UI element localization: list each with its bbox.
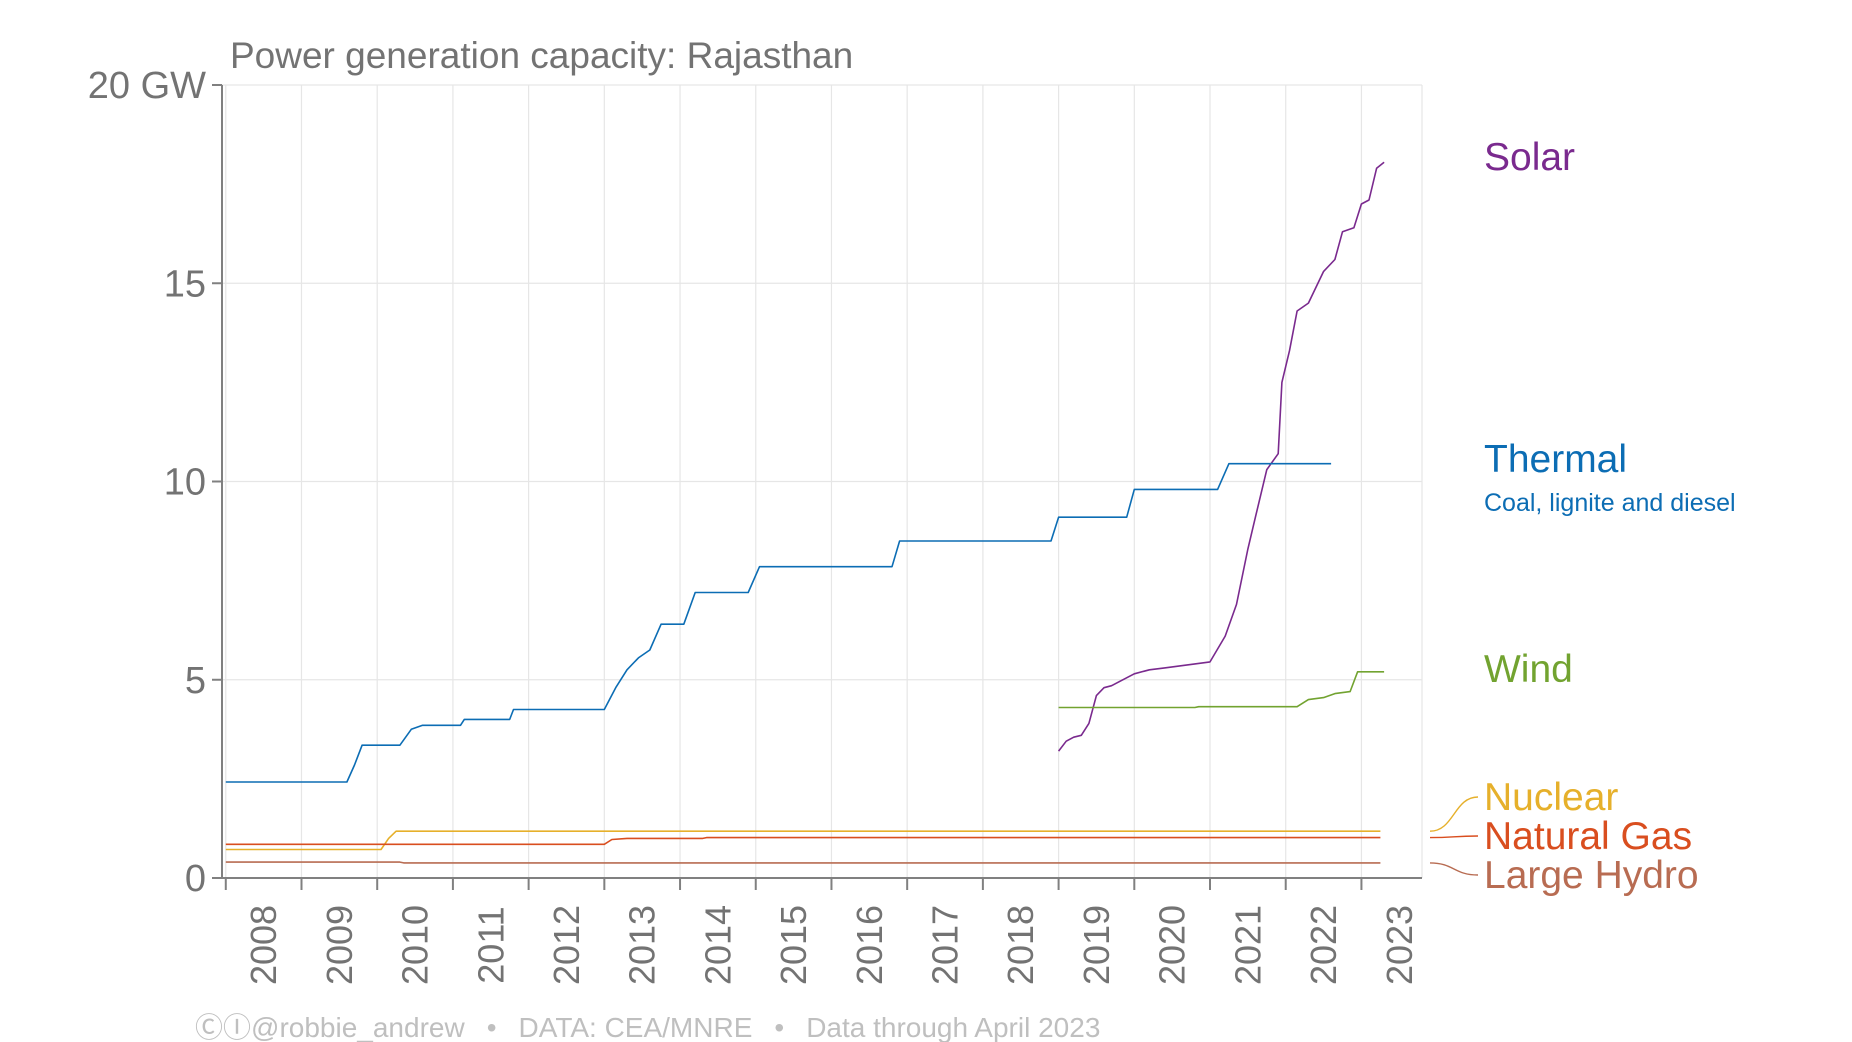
- series-lines: [225, 161, 1385, 864]
- series-line-thermal: [225, 462, 1332, 783]
- y-tick-label: 10: [164, 462, 206, 504]
- series-labels: Solar Thermal Coal, lignite and diesel Wind…: [1429, 136, 1736, 897]
- series-line-nuclear: [225, 830, 1381, 851]
- x-tick-label: 2019: [1076, 905, 1117, 985]
- x-tick-label: 2023: [1379, 905, 1420, 985]
- chart-title: Power generation capacity: Rajasthan: [230, 35, 853, 76]
- series-line-natural-gas: [225, 836, 1381, 846]
- leader-line-natural-gas: [1429, 835, 1479, 839]
- x-tick-label: 2013: [622, 905, 663, 985]
- x-tick-label: 2016: [849, 905, 890, 985]
- series-line-solar: [1057, 161, 1385, 752]
- x-tick-label: 2015: [773, 905, 814, 985]
- grid: [222, 84, 1423, 879]
- leader-line-large-hydro: [1429, 862, 1479, 876]
- x-tick-label: 2011: [470, 906, 511, 983]
- series-label-thermal: Thermal: [1484, 438, 1627, 481]
- footer: ⒸⒾ@robbie_andrew • DATA: CEA/MNRE • Data thr…: [195, 1012, 1100, 1042]
- series-label-natural-gas: Natural Gas: [1484, 815, 1692, 858]
- svg-text:ⒸⒾ@robbie_andrew•DATA: CEA/MNR: ⒸⒾ@robbie_andrew • DATA: CEA/MNRE • Data thr…: [195, 1012, 1100, 1042]
- y-tick-label: 5: [185, 660, 206, 702]
- series-line-wind: [1058, 671, 1385, 709]
- y-tick-label: 0: [185, 858, 206, 900]
- series-label-solar: Solar: [1484, 136, 1575, 179]
- y-tick-label: 20 GW: [88, 65, 206, 107]
- series-subtitle-thermal: Coal, lignite and diesel: [1484, 489, 1736, 517]
- x-tick-label: 2021: [1227, 905, 1268, 985]
- footer-author: @robbie_andrew: [251, 1012, 465, 1042]
- axes: 20 GW 15 10 5 0 2008 2009 2010 2011 2012 2013 2014 2…: [88, 65, 1422, 985]
- license-icon: ⒸⒾ: [195, 1012, 251, 1042]
- series-label-large-hydro: Large Hydro: [1484, 854, 1699, 897]
- x-tick-label: 2012: [546, 905, 587, 985]
- x-tick-label: 2010: [395, 905, 436, 985]
- y-tick-label: 15: [164, 263, 206, 305]
- footer-separator: •: [774, 1012, 784, 1042]
- x-tick-label: 2018: [1000, 905, 1041, 985]
- footer-source: DATA: CEA/MNRE: [519, 1012, 753, 1042]
- series-line-large-hydro: [225, 861, 1381, 864]
- series-label-nuclear: Nuclear: [1484, 776, 1618, 819]
- x-tick-label: 2022: [1303, 905, 1344, 985]
- footer-note: Data through April 2023: [806, 1012, 1100, 1042]
- x-tick-label: 2017: [925, 905, 966, 985]
- x-tick-label: 2014: [697, 905, 738, 985]
- x-tick-label: 2020: [1152, 905, 1193, 985]
- x-tick-label: 2009: [319, 905, 360, 985]
- series-label-wind: Wind: [1484, 648, 1573, 691]
- footer-separator: •: [487, 1012, 497, 1042]
- leader-line-nuclear: [1429, 796, 1479, 832]
- x-tick-label: 2008: [243, 905, 284, 985]
